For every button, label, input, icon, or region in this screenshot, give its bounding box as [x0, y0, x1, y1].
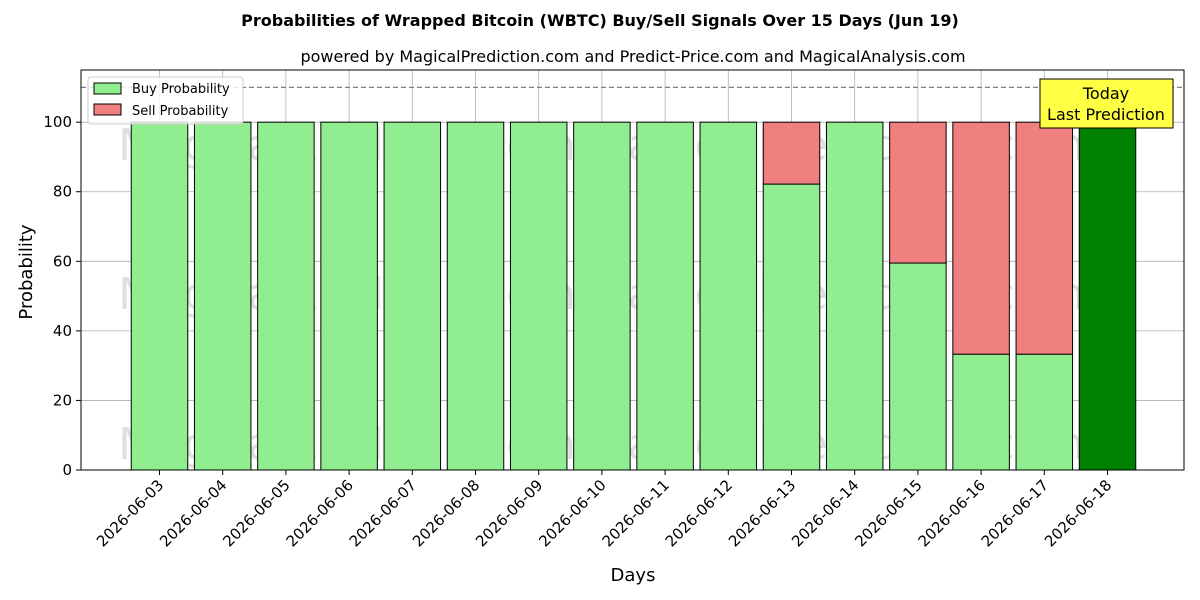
bar-buy-2026-06-15	[889, 262, 947, 471]
chart-title: Probabilities of Wrapped Bitcoin (WBTC) …	[241, 11, 959, 30]
bar-sell-2026-06-15	[889, 121, 947, 264]
bar-sell-2026-06-17	[1015, 121, 1074, 355]
bar-buy-2026-06-12	[699, 121, 758, 471]
x-tick-label: 2026-06-03	[93, 476, 167, 550]
y-tick-label: 100	[43, 113, 72, 131]
bar-buy-2026-06-11	[636, 121, 694, 471]
x-tick-label: 2026-06-04	[156, 476, 230, 550]
x-tick-label: 2026-06-15	[851, 476, 925, 550]
bar-buy-2026-06-04	[193, 121, 252, 471]
y-axis-label: Probability	[16, 224, 37, 319]
bar-buy-2026-06-06	[320, 121, 378, 471]
today-annotation-box	[1039, 78, 1174, 129]
bar-buy-2026-06-17	[1015, 353, 1074, 471]
bar-buy-2026-06-13	[762, 183, 821, 471]
legend-label-buy: Buy Probability	[132, 82, 230, 97]
x-tick-label: 2026-06-07	[346, 476, 420, 550]
x-tick-label: 2026-06-14	[788, 476, 862, 550]
legend: Buy Probability Sell Probability	[87, 76, 244, 125]
bar-buy-2026-06-10	[573, 121, 631, 471]
bar-buy-2026-06-07	[383, 121, 442, 471]
x-tick-label: 2026-06-18	[1041, 476, 1115, 550]
y-tick-label: 20	[53, 391, 72, 409]
legend-label-sell: Sell Probability	[132, 104, 229, 119]
x-tick-label: 2026-06-13	[725, 476, 799, 550]
y-tick-label: 0	[62, 461, 72, 479]
y-tick-label: 60	[53, 252, 72, 270]
plot-frame	[80, 69, 1185, 471]
x-axis: 2026-06-032026-06-042026-06-052026-06-06…	[93, 470, 1115, 550]
bar-buy-2026-06-09	[509, 121, 568, 471]
bar-buy-2026-06-08	[446, 121, 505, 471]
x-tick-label: 2026-06-17	[978, 476, 1052, 550]
bar-buy-2026-06-03	[130, 121, 189, 471]
bar-buy-2026-06-18	[1078, 121, 1137, 471]
x-tick-label: 2026-06-16	[915, 476, 989, 550]
x-tick-label: 2026-06-12	[662, 476, 736, 550]
x-axis-label: Days	[611, 565, 656, 586]
legend-swatch-sell	[93, 103, 122, 116]
chart-subtitle: powered by MagicalPrediction.com and Pre…	[300, 47, 965, 66]
x-tick-label: 2026-06-06	[283, 476, 357, 550]
x-tick-label: 2026-06-11	[599, 476, 673, 550]
y-axis: 0 20 40 60 80 100	[43, 113, 81, 479]
y-tick-label: 80	[53, 183, 72, 201]
bars	[130, 121, 1137, 471]
x-tick-label: 2026-06-09	[472, 476, 546, 550]
x-tick-label: 2026-06-08	[409, 476, 483, 550]
today-annotation-line1: Today	[1082, 84, 1129, 103]
bar-sell-2026-06-16	[952, 121, 1010, 355]
x-tick-label: 2026-06-05	[219, 476, 293, 550]
bar-buy-2026-06-14	[825, 121, 884, 471]
legend-swatch-buy	[93, 82, 122, 95]
bar-buy-2026-06-05	[257, 121, 315, 471]
x-tick-label: 2026-06-10	[535, 476, 609, 550]
legend-box	[87, 76, 244, 125]
bar-buy-2026-06-16	[952, 353, 1010, 471]
today-annotation: Today Last Prediction	[1039, 78, 1174, 129]
y-tick-label: 40	[53, 322, 72, 340]
bar-sell-2026-06-13	[762, 121, 821, 185]
today-annotation-line2: Last Prediction	[1047, 105, 1165, 124]
